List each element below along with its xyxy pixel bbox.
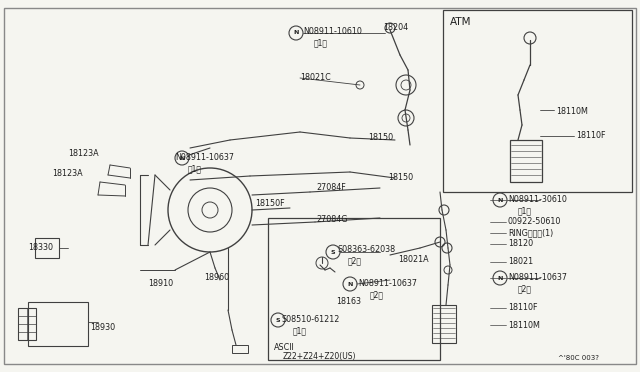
Text: 18021: 18021: [508, 257, 533, 266]
Bar: [432, 305, 456, 343]
Text: RINGリング(1): RINGリング(1): [508, 228, 553, 237]
Text: N: N: [293, 31, 299, 35]
Text: （2）: （2）: [518, 285, 532, 294]
Text: ASCII: ASCII: [274, 343, 295, 352]
Text: N: N: [348, 282, 353, 286]
Text: S: S: [331, 250, 335, 254]
Text: 18150: 18150: [388, 173, 413, 183]
Text: （1）: （1）: [314, 38, 328, 48]
Text: N08911-10637: N08911-10637: [358, 279, 417, 289]
Text: 18204: 18204: [383, 23, 408, 32]
Bar: [443, 10, 632, 192]
Text: 18110F: 18110F: [508, 304, 538, 312]
Text: （2）: （2）: [370, 291, 384, 299]
Bar: [510, 140, 542, 182]
Text: 18330: 18330: [28, 244, 53, 253]
Text: （2）: （2）: [348, 257, 362, 266]
Text: 18110M: 18110M: [508, 321, 540, 330]
Text: N: N: [497, 198, 502, 202]
Text: 18150F: 18150F: [255, 199, 285, 208]
Text: 18110M: 18110M: [556, 108, 588, 116]
Text: 18930: 18930: [90, 324, 115, 333]
Text: S08363-62038: S08363-62038: [337, 246, 395, 254]
Text: 27084G: 27084G: [316, 215, 348, 224]
Text: 00922-50610: 00922-50610: [508, 218, 561, 227]
Text: 18110F: 18110F: [576, 131, 605, 141]
Text: N: N: [179, 155, 185, 160]
Text: 18960: 18960: [204, 273, 229, 282]
Text: （1）: （1）: [518, 206, 532, 215]
Text: 18120: 18120: [508, 240, 533, 248]
Text: 18910: 18910: [148, 279, 173, 289]
Text: （1）: （1）: [188, 164, 202, 173]
Text: N: N: [497, 276, 502, 280]
Text: ATM: ATM: [450, 17, 472, 27]
Text: ^'80C 003?: ^'80C 003?: [558, 355, 599, 361]
Bar: [232, 345, 248, 353]
Text: N08911-10637: N08911-10637: [175, 154, 234, 163]
Bar: [268, 218, 440, 360]
Text: （1）: （1）: [293, 327, 307, 336]
Bar: [35, 238, 59, 258]
Text: Z22+Z24+Z20(US): Z22+Z24+Z20(US): [283, 352, 356, 360]
Text: 18123A: 18123A: [52, 169, 83, 177]
Text: S: S: [276, 317, 280, 323]
Text: N08911-10637: N08911-10637: [508, 273, 567, 282]
Bar: [28, 302, 88, 346]
Text: 18021C: 18021C: [300, 74, 331, 83]
Text: 27084F: 27084F: [316, 183, 346, 192]
Text: S08510-61212: S08510-61212: [281, 315, 339, 324]
Text: N08911-30610: N08911-30610: [508, 196, 567, 205]
Text: 18123A: 18123A: [68, 150, 99, 158]
Bar: [18, 308, 36, 340]
Text: 18163: 18163: [336, 298, 361, 307]
Text: N08911-10610: N08911-10610: [303, 28, 362, 36]
Text: 18150: 18150: [368, 134, 393, 142]
Text: 18021A: 18021A: [398, 256, 429, 264]
